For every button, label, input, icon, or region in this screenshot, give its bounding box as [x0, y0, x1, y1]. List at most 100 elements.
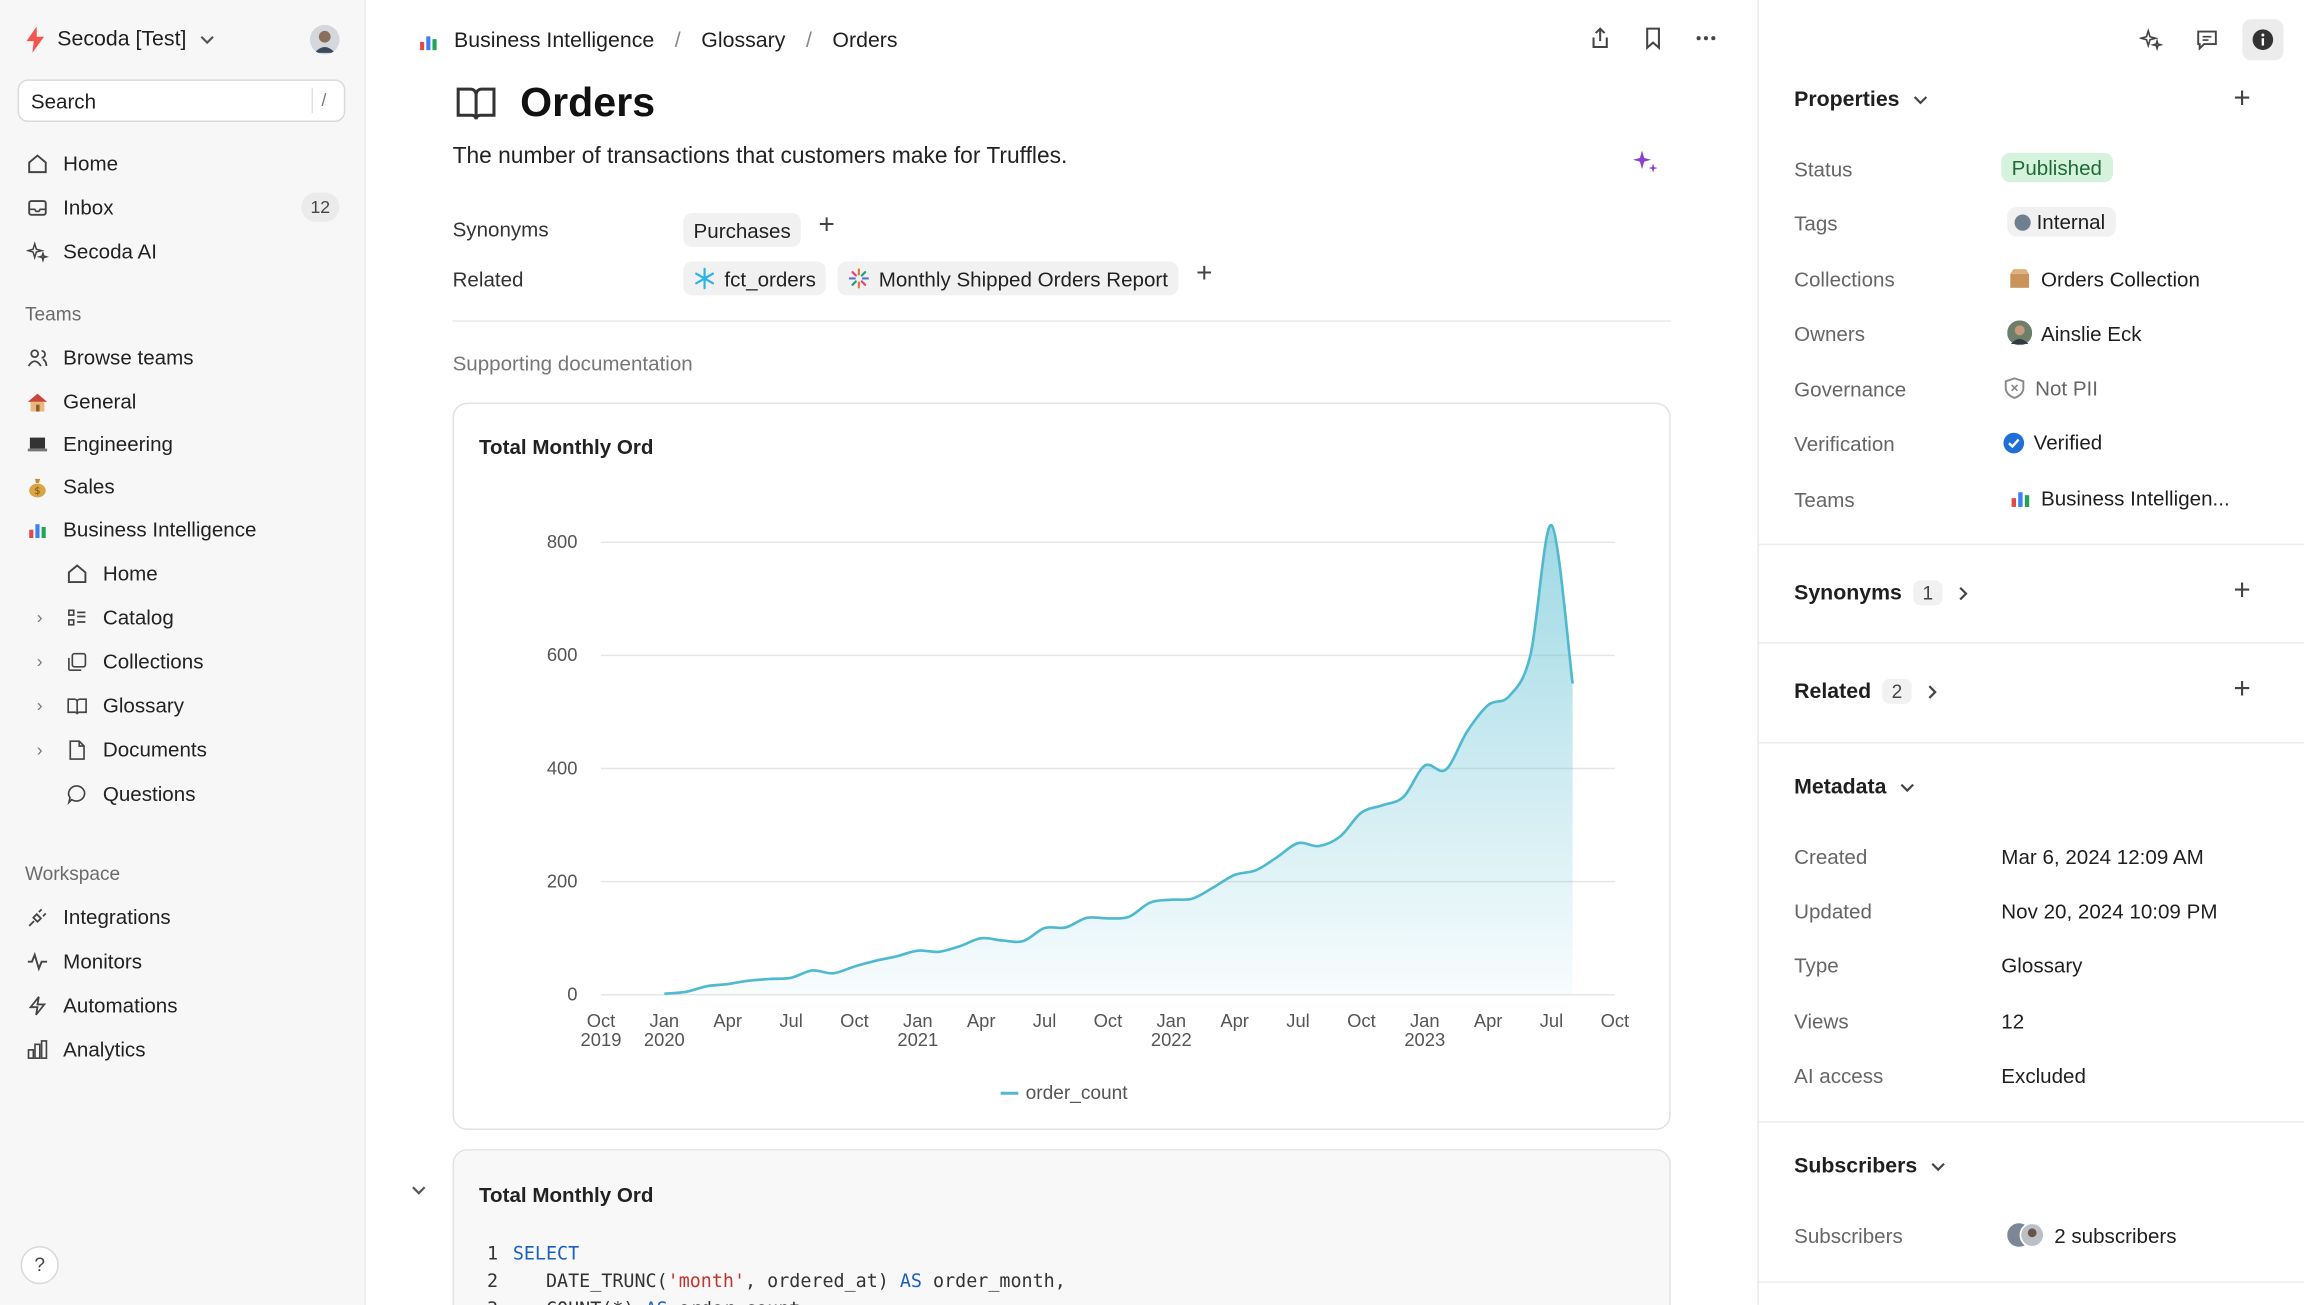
x-tick-label: Apr	[967, 1010, 996, 1031]
bi-nav-questions[interactable]: Questions	[32, 776, 341, 811]
nav-home[interactable]: Home	[25, 145, 342, 180]
workspace-name: Secoda [Test]	[57, 27, 187, 52]
breadcrumb-item[interactable]: Glossary	[701, 29, 786, 53]
subscriber-avatars	[2007, 1222, 2045, 1248]
more-icon[interactable]	[1690, 22, 1722, 54]
user-avatar[interactable]	[310, 24, 340, 55]
chevron-right-icon[interactable]: ›	[36, 739, 43, 760]
panel-divider	[1758, 1281, 2304, 1283]
nav-team-business-intelligence[interactable]: Business Intelligence	[25, 511, 342, 546]
nav-team-sales[interactable]: $ Sales	[25, 469, 342, 504]
snowflake-icon	[695, 267, 715, 290]
collection-value[interactable]: Orders Collection	[2007, 266, 2200, 291]
related-section-header[interactable]: Related 2	[1794, 678, 1940, 704]
related-label: Related	[452, 267, 524, 291]
bi-nav-glossary[interactable]: › Glossary	[32, 688, 341, 723]
bi-nav-documents[interactable]: › Documents	[32, 732, 341, 767]
book-icon	[456, 87, 496, 120]
synonyms-section-header[interactable]: Synonyms 1	[1794, 580, 1971, 606]
nav-secoda-ai[interactable]: Secoda AI	[25, 234, 342, 269]
add-related-button[interactable]: +	[1196, 258, 1213, 290]
code-token: order_month,	[921, 1269, 1066, 1292]
document-icon	[65, 738, 89, 762]
chevron-right-icon[interactable]: ›	[36, 650, 43, 672]
owner-value[interactable]: Ainslie Eck	[2007, 320, 2142, 346]
x-tick-label: 2022	[1151, 1029, 1192, 1050]
x-tick-label: Jul	[779, 1010, 802, 1031]
add-property-button[interactable]: +	[2233, 82, 2251, 115]
tag-chip[interactable]: Internal	[2007, 207, 2116, 237]
ai-access-value[interactable]: Excluded	[2001, 1063, 2086, 1088]
nav-team-engineering[interactable]: Engineering	[25, 426, 342, 461]
page-description[interactable]: The number of transactions that customer…	[452, 144, 1068, 169]
share-icon[interactable]	[1584, 22, 1616, 54]
search-input[interactable]: Search /	[17, 79, 346, 122]
breadcrumb-item-current[interactable]: Orders	[832, 29, 898, 53]
plug-icon	[25, 905, 49, 929]
legend-label: order_count	[1026, 1083, 1129, 1104]
x-tick-label: 2019	[581, 1029, 622, 1050]
governance-value[interactable]: Not PII	[2003, 376, 2098, 400]
related-chip[interactable]: Monthly Shipped Orders Report	[837, 261, 1179, 296]
synonym-chip[interactable]: Purchases	[683, 213, 802, 247]
bookmark-icon[interactable]	[1637, 22, 1669, 54]
line-number: 1	[487, 1241, 499, 1264]
y-tick-label: 200	[547, 871, 578, 892]
metadata-label: Created	[1794, 844, 1868, 869]
x-tick-label: Oct	[1601, 1010, 1630, 1031]
bi-nav-collections[interactable]: › Collections	[32, 644, 341, 679]
chart-card[interactable]: Total Monthly Ord 0 200 400 600 800 Oct 2019 Ja…	[452, 402, 1671, 1130]
x-tick-label: Oct	[1347, 1010, 1376, 1031]
status-badge[interactable]: Published	[2001, 152, 2113, 183]
properties-section-header[interactable]: Properties	[1794, 88, 1929, 112]
moneybag-emoji-icon: $	[25, 475, 49, 499]
property-label: Teams	[1794, 487, 1855, 512]
metadata-section-header[interactable]: Metadata	[1794, 776, 1916, 799]
report-logo-icon	[848, 268, 869, 289]
add-related-panel-button[interactable]: +	[2233, 672, 2251, 706]
inbox-count-badge: 12	[301, 192, 340, 222]
chevron-down-icon[interactable]	[410, 1181, 428, 1203]
section-divider	[452, 320, 1671, 322]
nav-analytics[interactable]: Analytics	[25, 1032, 342, 1067]
chevron-right-icon[interactable]: ›	[36, 695, 43, 716]
x-tick-label: Apr	[1474, 1010, 1503, 1031]
comment-icon[interactable]	[2186, 19, 2227, 60]
sql-code-block[interactable]: 1 SELECT 2 DATE_TRUNC('month', ordered_at)…	[454, 1239, 1066, 1305]
bi-nav-catalog[interactable]: › Catalog	[32, 600, 341, 635]
bar-chart-emoji-icon	[2011, 492, 2030, 507]
subscribers-value[interactable]: 2 subscribers	[2007, 1222, 2177, 1248]
nav-integrations[interactable]: Integrations	[25, 899, 342, 934]
chart-card-title: Total Monthly Ord	[479, 434, 654, 459]
code-token: , ordered_at)	[745, 1269, 900, 1292]
subscribers-section-header[interactable]: Subscribers	[1794, 1155, 1947, 1178]
verification-value[interactable]: Verified	[2003, 431, 2102, 454]
add-synonym-button[interactable]: +	[818, 210, 835, 241]
related-count: 2	[1882, 678, 1912, 704]
owner-avatar	[2007, 320, 2033, 346]
bar-chart-emoji-icon	[420, 35, 437, 50]
ai-sparkle-icon[interactable]	[2131, 19, 2172, 60]
status-value: Published	[2001, 152, 2113, 183]
nav-inbox[interactable]: Inbox 12	[25, 190, 342, 225]
panel-toolbar	[2131, 19, 2284, 61]
nav-monitors[interactable]: Monitors	[25, 943, 342, 978]
code-line: 1 SELECT	[454, 1239, 1066, 1267]
nav-team-general[interactable]: General	[25, 384, 342, 419]
info-icon[interactable]	[2242, 19, 2284, 61]
nav-browse-teams[interactable]: Browse teams	[25, 339, 342, 374]
related-chip[interactable]: fct_orders	[683, 261, 827, 296]
page-title[interactable]: Orders	[520, 79, 656, 125]
query-card[interactable]: Total Monthly Ord 1 SELECT 2 DATE_TRUNC('m…	[452, 1149, 1671, 1305]
chevron-right-icon[interactable]: ›	[36, 606, 43, 628]
team-value[interactable]: Business Intelligen...	[2009, 486, 2230, 510]
breadcrumb-separator: /	[805, 29, 812, 53]
ai-sparkle-icon[interactable]	[1631, 147, 1660, 181]
nav-label: Automations	[63, 993, 178, 1017]
breadcrumb-item[interactable]: Business Intelligence	[454, 29, 655, 53]
help-button[interactable]: ?	[20, 1246, 59, 1285]
bi-nav-home[interactable]: Home	[32, 555, 341, 590]
nav-automations[interactable]: Automations	[25, 987, 342, 1022]
workspace-switcher[interactable]: Secoda [Test]	[25, 24, 216, 56]
add-synonym-panel-button[interactable]: +	[2233, 574, 2251, 607]
